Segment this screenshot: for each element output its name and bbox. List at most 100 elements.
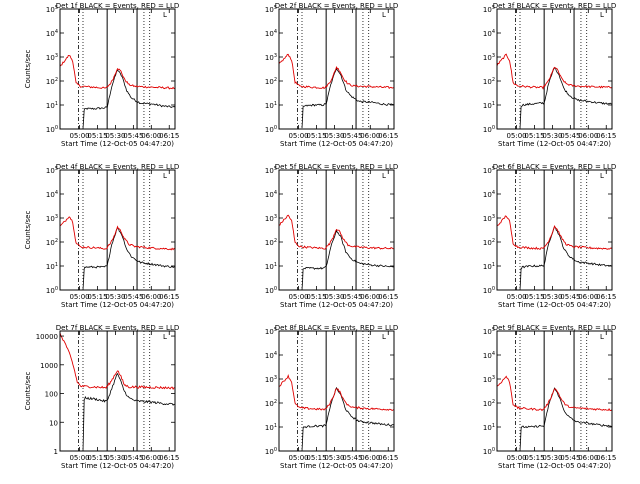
x-axis-label: Start Time (12-Oct-05 04:47:20) (280, 140, 393, 148)
plot-frame (59, 8, 176, 130)
y-tick-label: 105 (46, 166, 58, 175)
y-tick-label: 102 (483, 399, 495, 408)
x-axis-label: Start Time (12-Oct-05 04:47:20) (280, 462, 393, 470)
x-tick-label: 05:45 (123, 293, 143, 301)
x-tick-label: 06:15 (596, 293, 616, 301)
y-tick-label: 100 (483, 286, 495, 295)
x-tick-label: 06:00 (360, 132, 380, 140)
y-tick-label: 105 (265, 327, 277, 336)
x-tick-label: 05:15 (306, 293, 326, 301)
panel-title: Det 9f BLACK = Events, RED = LLD (493, 324, 616, 332)
chart-panel: Det 3f BLACK = Events, RED = LLDL05:0005… (483, 2, 616, 148)
plot-frame (496, 8, 613, 130)
x-tick-label: 06:15 (596, 454, 616, 462)
series-lld-line (278, 214, 395, 250)
y-axis-label: Counts/sec (24, 372, 32, 411)
x-axis-label: Start Time (12-Oct-05 04:47:20) (61, 301, 174, 309)
panel-title: Det 3f BLACK = Events, RED = LLD (493, 2, 616, 10)
y-tick-label: 104 (483, 29, 495, 38)
series-lld-line (59, 216, 176, 251)
x-tick-label: 05:45 (123, 454, 143, 462)
chart-panel: Det 6f BLACK = Events, RED = LLDL05:0005… (483, 163, 616, 309)
y-tick-label: 104 (265, 190, 277, 199)
series-events-line (82, 227, 176, 291)
y-tick-label: 1 (54, 448, 58, 456)
panel-title: Det 7f BLACK = Events, RED = LLD (56, 324, 179, 332)
y-tick-label: 10000 (36, 333, 58, 341)
x-axis-label: Start Time (12-Oct-05 04:47:20) (280, 301, 393, 309)
x-tick-label: 05:15 (524, 132, 544, 140)
x-tick-label: 05:45 (342, 293, 362, 301)
y-tick-label: 100 (265, 286, 277, 295)
y-tick-label: 103 (483, 53, 495, 62)
plot-frame (278, 8, 395, 130)
y-tick-label: 102 (46, 238, 58, 247)
x-tick-label: 05:45 (560, 293, 580, 301)
x-tick-label: 05:30 (542, 132, 562, 140)
x-tick-label: 05:00 (506, 454, 526, 462)
x-tick-label: 06:00 (141, 454, 161, 462)
x-tick-label: 06:15 (378, 293, 398, 301)
y-tick-label: 100 (46, 125, 58, 134)
y-tick-label: 105 (483, 327, 495, 336)
x-tick-label: 06:15 (159, 293, 179, 301)
series-lld-line (278, 374, 395, 412)
y-tick-label: 101 (265, 101, 277, 110)
chart-panel: Det 7f BLACK = Events, RED = LLDL05:0005… (24, 324, 179, 470)
x-tick-label: 06:00 (141, 293, 161, 301)
y-tick-label: 100 (46, 286, 58, 295)
x-tick-label: 05:00 (288, 293, 308, 301)
y-tick-label: 102 (265, 77, 277, 86)
plot-frame (278, 330, 395, 452)
x-tick-label: 05:15 (524, 454, 544, 462)
x-tick-label: 05:15 (87, 454, 107, 462)
x-tick-label: 05:30 (542, 293, 562, 301)
y-tick-label: 105 (265, 166, 277, 175)
x-tick-label: 05:15 (306, 454, 326, 462)
y-tick-label: 103 (265, 214, 277, 223)
y-axis-label: Counts/sec (24, 211, 32, 250)
y-tick-label: 101 (46, 101, 58, 110)
x-tick-label: 06:15 (378, 454, 398, 462)
y-tick-label: 103 (46, 214, 58, 223)
x-tick-label: 05:30 (105, 454, 125, 462)
series-events-line (82, 69, 176, 129)
x-tick-label: 06:00 (360, 454, 380, 462)
corner-label: L (382, 333, 386, 341)
x-tick-label: 06:00 (578, 454, 598, 462)
y-tick-label: 100 (265, 447, 277, 456)
x-axis-label: Start Time (12-Oct-05 04:47:20) (61, 462, 174, 470)
x-tick-label: 06:00 (360, 293, 380, 301)
x-tick-label: 05:00 (288, 132, 308, 140)
chart-panel: Det 5f BLACK = Events, RED = LLDL05:0005… (265, 163, 398, 309)
x-tick-label: 05:30 (105, 293, 125, 301)
chart-panel: Det 8f BLACK = Events, RED = LLDL05:0005… (265, 324, 398, 470)
y-tick-label: 101 (483, 101, 495, 110)
panel-title: Det 8f BLACK = Events, RED = LLD (275, 324, 398, 332)
y-tick-label: 100 (265, 125, 277, 134)
y-tick-label: 103 (265, 375, 277, 384)
corner-label: L (600, 11, 604, 19)
corner-label: L (382, 11, 386, 19)
y-tick-label: 103 (483, 375, 495, 384)
y-tick-label: 105 (483, 5, 495, 14)
x-tick-label: 05:45 (560, 132, 580, 140)
panel-title: Det 1f BLACK = Events, RED = LLD (56, 2, 179, 10)
corner-label: L (600, 172, 604, 180)
y-tick-label: 102 (483, 77, 495, 86)
x-tick-label: 05:00 (288, 454, 308, 462)
plot-frame (59, 169, 176, 291)
series-events-line (519, 67, 613, 130)
y-tick-label: 104 (265, 351, 277, 360)
x-tick-label: 05:45 (342, 454, 362, 462)
x-tick-label: 05:15 (87, 293, 107, 301)
x-tick-label: 06:00 (578, 132, 598, 140)
x-tick-label: 05:30 (105, 132, 125, 140)
x-axis-label: Start Time (12-Oct-05 04:47:20) (61, 140, 174, 148)
x-axis-label: Start Time (12-Oct-05 04:47:20) (498, 140, 611, 148)
y-tick-label: 100 (483, 125, 495, 134)
plot-frame (278, 169, 395, 291)
x-tick-label: 05:30 (324, 132, 344, 140)
series-events-line (519, 225, 613, 291)
